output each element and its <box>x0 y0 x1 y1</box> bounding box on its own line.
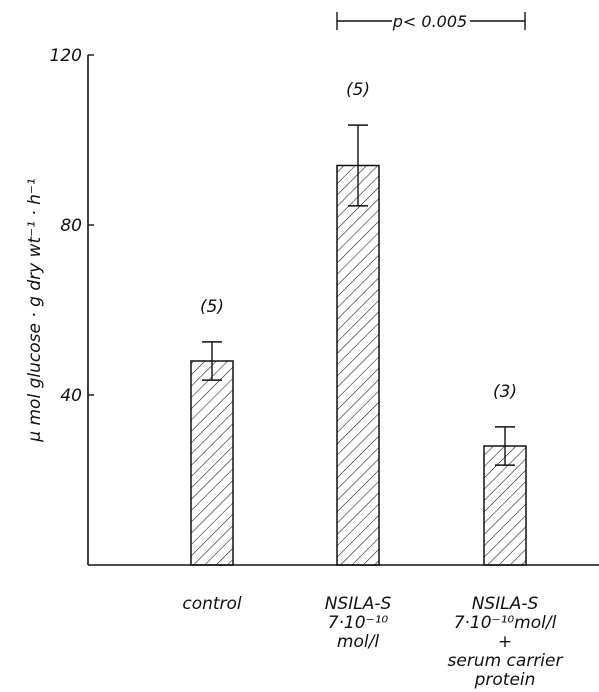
sample-size-label-2: (5) <box>346 80 370 100</box>
category-label-2-line-3: mol/l <box>337 632 379 652</box>
error-bar-1 <box>202 341 222 381</box>
bar-2 <box>336 164 380 566</box>
sample-size-label-1: (5) <box>200 297 224 317</box>
bars <box>190 164 527 566</box>
error-bar-3 <box>495 426 515 466</box>
category-label-3-line-4: serum carrier <box>448 651 564 671</box>
category-label-3: NSILA-S 7·10⁻¹⁰mol/l + serum carrier protein <box>448 594 564 690</box>
bar-1 <box>190 360 234 566</box>
category-label-1: control <box>182 594 242 614</box>
error-bar-2 <box>348 124 368 207</box>
y-tick-label-80: 80 <box>60 216 82 236</box>
category-label-1-line-1: control <box>182 594 242 614</box>
sample-size-label-3: (3) <box>493 382 517 402</box>
error-bars <box>202 124 515 466</box>
category-label-2-line-2: 7·10⁻¹⁰ <box>328 613 389 633</box>
category-label-2: NSILA-S 7·10⁻¹⁰ mol/l <box>325 594 392 652</box>
y-tick-label-40: 40 <box>60 386 82 406</box>
category-label-2-line-1: NSILA-S <box>325 594 392 614</box>
category-label-3-line-2: 7·10⁻¹⁰mol/l <box>454 613 557 633</box>
category-label-3-line-1: NSILA-S <box>472 594 539 614</box>
y-tick-label-120: 120 <box>50 46 82 66</box>
significance-bracket: p< 0.005 <box>336 12 526 31</box>
y-ticks: 40 80 120 <box>50 46 94 406</box>
sample-size-labels: (5) (5) (3) <box>200 80 517 402</box>
y-axis-label: µ mol glucose · g dry wt⁻¹ · h⁻¹ <box>25 178 45 442</box>
significance-label: p< 0.005 <box>392 12 467 31</box>
category-label-3-line-5: protein <box>474 670 536 690</box>
category-label-3-line-3: + <box>498 632 512 652</box>
